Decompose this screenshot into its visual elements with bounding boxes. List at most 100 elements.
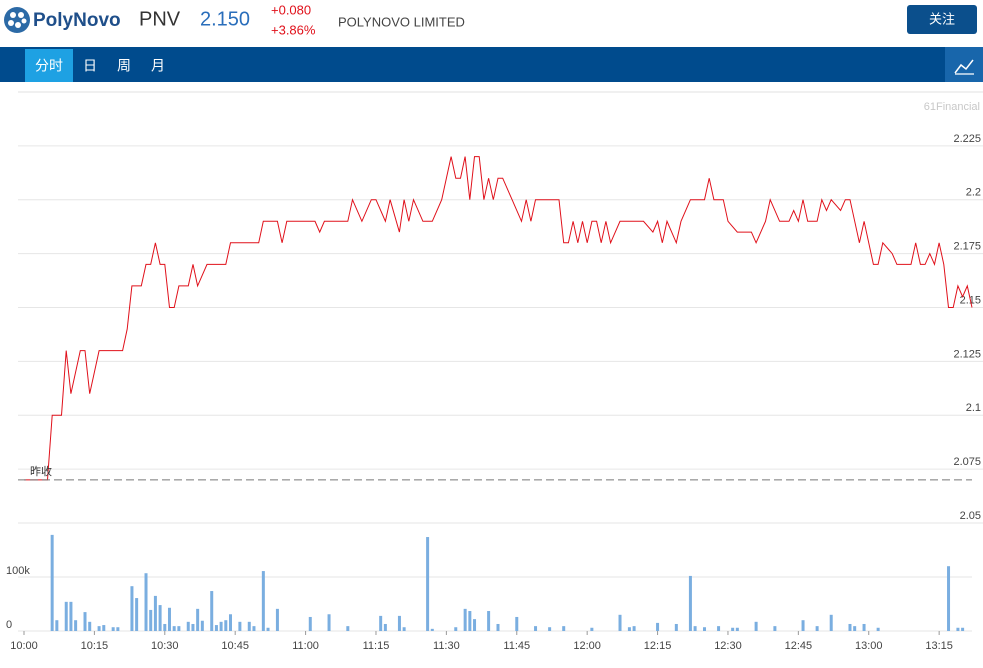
- volume-bar: [149, 609, 153, 631]
- follow-button[interactable]: [907, 5, 977, 34]
- tab[interactable]: 周: [117, 58, 131, 74]
- volume-bar: [261, 571, 265, 631]
- volume-bar: [266, 627, 270, 631]
- watermark: 61Financial: [924, 101, 980, 113]
- volume-bar: [153, 595, 157, 631]
- volume-bar: [515, 616, 519, 631]
- volume-bar: [252, 626, 256, 631]
- tab[interactable]: 月: [151, 58, 165, 74]
- volume-bar: [346, 626, 350, 631]
- volume-bar: [754, 621, 758, 631]
- volume-bar: [383, 623, 387, 631]
- volume-bar: [379, 615, 383, 631]
- x-tick-label: 12:45: [785, 640, 813, 652]
- x-tick-label: 11:15: [363, 640, 390, 652]
- volume-bar: [548, 627, 552, 631]
- volume-bar: [88, 621, 92, 631]
- x-tick-label: 13:15: [925, 640, 953, 652]
- volume-bar: [688, 575, 692, 631]
- volume-bar: [402, 627, 406, 631]
- volume-bar: [116, 627, 120, 631]
- volume-bar: [111, 627, 115, 631]
- volume-bar: [829, 614, 833, 631]
- volume-bar: [590, 627, 594, 631]
- volume-bar: [454, 627, 458, 631]
- y-tick-label: 2.05: [960, 510, 981, 522]
- volume-bar: [191, 623, 195, 631]
- price: 2.150: [200, 8, 250, 30]
- volume-bar: [430, 628, 434, 631]
- y-tick-label: 2.225: [953, 133, 981, 145]
- volume-bar: [177, 626, 181, 631]
- y-tick-label: 100k: [6, 565, 30, 577]
- volume-bar: [238, 621, 242, 631]
- change: +0.080: [271, 2, 311, 17]
- x-tick-label: 12:15: [644, 640, 672, 652]
- x-tick-label: 10:15: [81, 640, 109, 652]
- volume-bar: [426, 537, 430, 631]
- volume-bar: [69, 601, 73, 631]
- volume-bar: [172, 626, 176, 631]
- volume-bar: [702, 627, 706, 631]
- volume-bar: [618, 614, 622, 631]
- volume-bar: [55, 620, 59, 631]
- y-tick-label: 2.1: [966, 402, 981, 414]
- volume-bar: [200, 620, 204, 631]
- volume-bar: [876, 627, 880, 631]
- active-tab-bg: [25, 49, 73, 82]
- volume-bar: [210, 591, 214, 631]
- volume-bar: [773, 626, 777, 631]
- volume-bar: [50, 534, 54, 631]
- volume-bar: [158, 605, 162, 631]
- y-tick-label: 0: [6, 619, 12, 631]
- volume-bar: [135, 598, 139, 631]
- volume-bar: [627, 627, 631, 631]
- tab[interactable]: 日: [83, 58, 97, 74]
- volume-bar: [562, 626, 566, 631]
- reference-label: 昨收: [30, 464, 52, 478]
- company: POLYNOVO LIMITED: [338, 14, 465, 29]
- volume-bar: [632, 626, 636, 631]
- volume-bar: [961, 627, 965, 631]
- chart-icon-button[interactable]: [945, 47, 983, 82]
- y-tick-label: 2.2: [966, 187, 981, 199]
- volume-bar: [656, 622, 660, 631]
- volume-bar: [144, 573, 148, 631]
- volume-bar: [801, 620, 805, 631]
- x-tick-label: 11:45: [503, 640, 530, 652]
- x-tick-label: 11:00: [292, 640, 319, 652]
- volume-bar: [64, 601, 68, 631]
- volume-bar: [463, 608, 467, 631]
- volume-bar: [228, 614, 232, 631]
- volume-bar: [102, 625, 106, 631]
- x-tick-label: 10:00: [10, 640, 38, 652]
- header-bg: [0, 0, 983, 45]
- volume-bar: [735, 627, 739, 631]
- x-tick-label: 12:00: [573, 640, 601, 652]
- volume-bar: [473, 619, 477, 631]
- volume-bar: [97, 626, 101, 631]
- volume-bar: [534, 626, 538, 631]
- volume-bar: [196, 608, 200, 631]
- volume-bar: [130, 586, 134, 631]
- volume-bar: [224, 620, 228, 631]
- volume-bar: [468, 611, 472, 631]
- x-tick-label: 12:30: [714, 640, 742, 652]
- change-pct: +3.86%: [271, 22, 316, 37]
- symbol: PNV: [139, 8, 181, 30]
- volume-bar: [247, 621, 251, 631]
- volume-bar: [219, 621, 223, 631]
- volume-bar: [717, 626, 721, 631]
- follow-label[interactable]: 关注: [929, 11, 955, 26]
- tab[interactable]: 分时: [35, 58, 63, 74]
- brand: PolyNovo: [33, 10, 121, 31]
- volume-bar: [862, 623, 866, 631]
- volume-bar: [308, 616, 312, 631]
- tab-bar: [0, 47, 983, 82]
- volume-bar: [74, 620, 78, 631]
- volume-bar: [848, 623, 852, 631]
- volume-bar: [815, 626, 819, 631]
- chart-icon: [954, 59, 974, 74]
